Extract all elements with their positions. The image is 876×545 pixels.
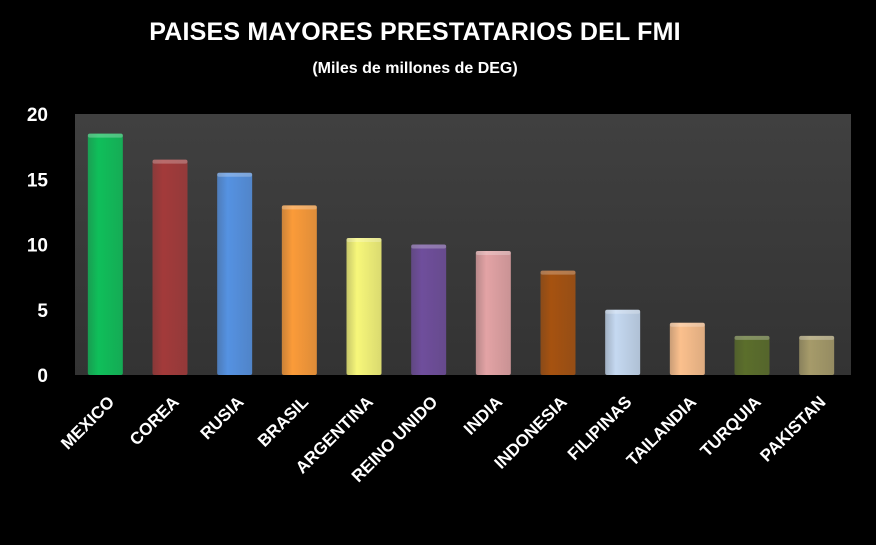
y-tick-label: 10: [27, 236, 48, 257]
plot-background: [75, 114, 851, 375]
bar: [605, 309, 641, 375]
bar: [346, 237, 382, 375]
bar: [152, 159, 188, 375]
bar-highlight: [799, 335, 835, 340]
bar: [87, 133, 123, 375]
y-tick-label: 15: [27, 170, 49, 191]
y-tick-label: 5: [37, 301, 48, 322]
x-tick-label: RUSIA: [197, 392, 248, 443]
x-tick-label: PAKISTAN: [756, 392, 829, 465]
chart-subtitle: (Miles de millones de DEG): [312, 60, 518, 77]
bar-highlight: [669, 322, 705, 327]
x-tick-label: COREA: [126, 392, 183, 449]
bar-highlight: [217, 172, 253, 177]
bar: [411, 244, 447, 375]
x-tick-label: BRASIL: [254, 392, 312, 450]
bar-highlight: [605, 309, 641, 314]
bar: [281, 205, 317, 375]
bar-highlight: [540, 270, 576, 275]
x-tick-label: TAILANDIA: [623, 392, 700, 469]
bar-highlight: [346, 237, 382, 242]
bar-highlight: [152, 159, 188, 164]
x-tick-label: MEXICO: [57, 392, 118, 453]
bar: [734, 335, 770, 375]
bar: [475, 251, 511, 375]
x-tick-label: TURQUIA: [697, 392, 765, 460]
bar: [669, 322, 705, 375]
bar: [799, 335, 835, 375]
y-tick-label: 0: [37, 366, 48, 387]
bar-highlight: [281, 205, 317, 210]
x-tick-label: INDIA: [460, 392, 506, 438]
bar-highlight: [475, 251, 511, 256]
bar: [217, 172, 253, 375]
bar-highlight: [734, 335, 770, 340]
bar-highlight: [87, 133, 123, 138]
y-tick-label: 20: [27, 105, 48, 126]
bar-highlight: [411, 244, 447, 249]
chart-title: PAISES MAYORES PRESTATARIOS DEL FMI: [149, 18, 681, 46]
bar: [540, 270, 576, 375]
